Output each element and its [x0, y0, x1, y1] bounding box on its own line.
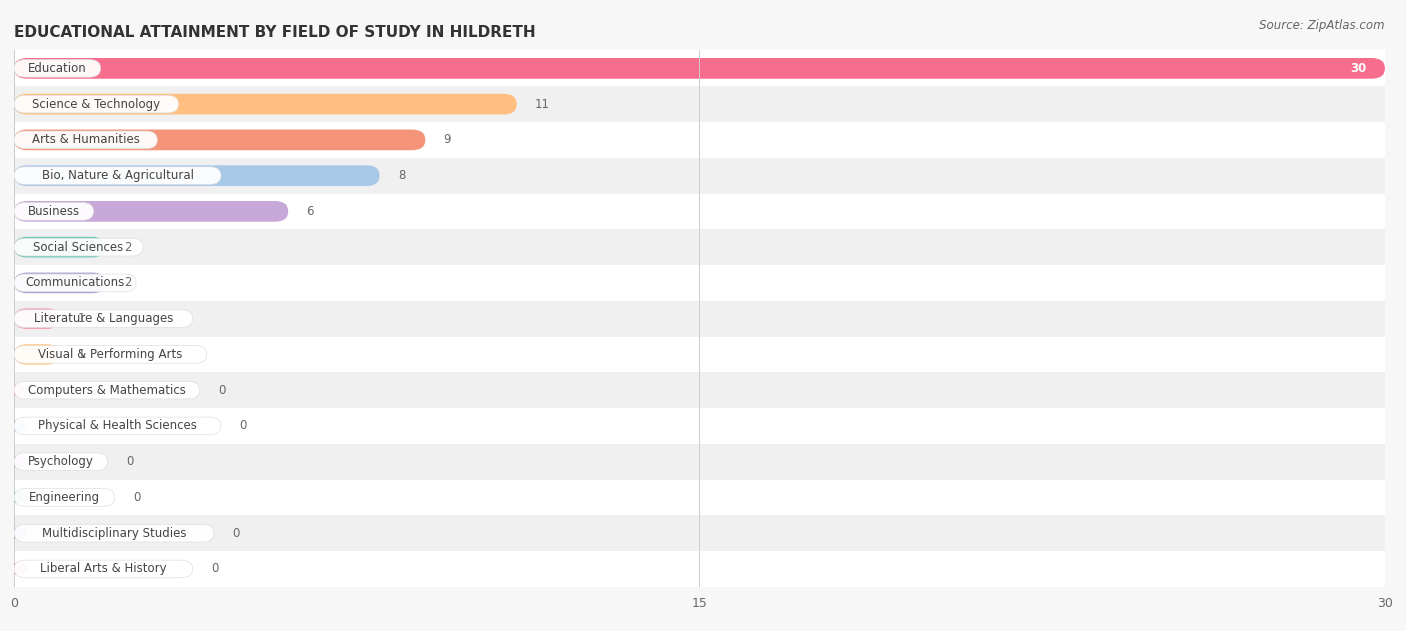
Text: 0: 0 [127, 455, 134, 468]
Text: Psychology: Psychology [28, 455, 94, 468]
Text: 0: 0 [232, 527, 239, 540]
Circle shape [13, 528, 27, 539]
Text: 0: 0 [211, 562, 218, 575]
FancyBboxPatch shape [14, 301, 1385, 336]
FancyBboxPatch shape [14, 265, 1385, 301]
Text: EDUCATIONAL ATTAINMENT BY FIELD OF STUDY IN HILDRETH: EDUCATIONAL ATTAINMENT BY FIELD OF STUDY… [14, 25, 536, 40]
Text: 30: 30 [1350, 62, 1367, 75]
FancyBboxPatch shape [14, 381, 200, 399]
FancyBboxPatch shape [14, 237, 105, 257]
Text: Liberal Arts & History: Liberal Arts & History [41, 562, 167, 575]
FancyBboxPatch shape [14, 86, 1385, 122]
Text: Computers & Mathematics: Computers & Mathematics [28, 384, 186, 397]
Circle shape [13, 420, 27, 432]
Text: Business: Business [28, 205, 80, 218]
FancyBboxPatch shape [14, 94, 517, 114]
Text: 8: 8 [398, 169, 405, 182]
Text: Bio, Nature & Agricultural: Bio, Nature & Agricultural [42, 169, 194, 182]
Text: Literature & Languages: Literature & Languages [34, 312, 173, 325]
FancyBboxPatch shape [14, 273, 105, 293]
Text: 1: 1 [79, 348, 86, 361]
Text: 0: 0 [134, 491, 141, 504]
Text: Science & Technology: Science & Technology [32, 98, 160, 110]
FancyBboxPatch shape [14, 129, 426, 150]
Text: 0: 0 [239, 420, 246, 432]
FancyBboxPatch shape [14, 274, 136, 292]
FancyBboxPatch shape [14, 158, 1385, 194]
Text: 6: 6 [307, 205, 314, 218]
Text: Multidisciplinary Studies: Multidisciplinary Studies [42, 527, 186, 540]
FancyBboxPatch shape [14, 524, 214, 542]
FancyBboxPatch shape [14, 344, 60, 365]
FancyBboxPatch shape [14, 131, 157, 149]
FancyBboxPatch shape [14, 516, 1385, 551]
FancyBboxPatch shape [14, 453, 108, 471]
Text: 11: 11 [536, 98, 550, 110]
FancyBboxPatch shape [14, 201, 288, 221]
Text: 2: 2 [124, 276, 131, 290]
FancyBboxPatch shape [14, 59, 101, 77]
Text: Visual & Performing Arts: Visual & Performing Arts [38, 348, 183, 361]
FancyBboxPatch shape [14, 309, 60, 329]
Text: Social Sciences: Social Sciences [34, 240, 124, 254]
Text: Source: ZipAtlas.com: Source: ZipAtlas.com [1260, 19, 1385, 32]
Text: 0: 0 [218, 384, 225, 397]
Text: Arts & Humanities: Arts & Humanities [32, 133, 139, 146]
Text: 1: 1 [79, 312, 86, 325]
FancyBboxPatch shape [14, 488, 115, 506]
Circle shape [13, 492, 27, 503]
Circle shape [13, 384, 27, 396]
FancyBboxPatch shape [14, 229, 1385, 265]
Circle shape [13, 563, 27, 575]
FancyBboxPatch shape [14, 50, 1385, 86]
FancyBboxPatch shape [14, 408, 1385, 444]
FancyBboxPatch shape [14, 310, 193, 327]
FancyBboxPatch shape [14, 417, 221, 435]
Text: 2: 2 [124, 240, 131, 254]
Text: Education: Education [28, 62, 87, 75]
FancyBboxPatch shape [14, 95, 179, 113]
Text: Communications: Communications [25, 276, 125, 290]
Text: Engineering: Engineering [30, 491, 100, 504]
FancyBboxPatch shape [14, 560, 193, 578]
FancyBboxPatch shape [14, 239, 143, 256]
FancyBboxPatch shape [14, 444, 1385, 480]
Text: Physical & Health Sciences: Physical & Health Sciences [38, 420, 197, 432]
FancyBboxPatch shape [14, 372, 1385, 408]
FancyBboxPatch shape [14, 167, 221, 184]
FancyBboxPatch shape [14, 346, 207, 363]
FancyBboxPatch shape [14, 203, 94, 220]
Text: 9: 9 [444, 133, 451, 146]
FancyBboxPatch shape [14, 551, 1385, 587]
FancyBboxPatch shape [14, 480, 1385, 516]
FancyBboxPatch shape [14, 122, 1385, 158]
FancyBboxPatch shape [14, 58, 1385, 79]
Circle shape [13, 456, 27, 468]
FancyBboxPatch shape [14, 194, 1385, 229]
FancyBboxPatch shape [14, 336, 1385, 372]
FancyBboxPatch shape [14, 165, 380, 186]
